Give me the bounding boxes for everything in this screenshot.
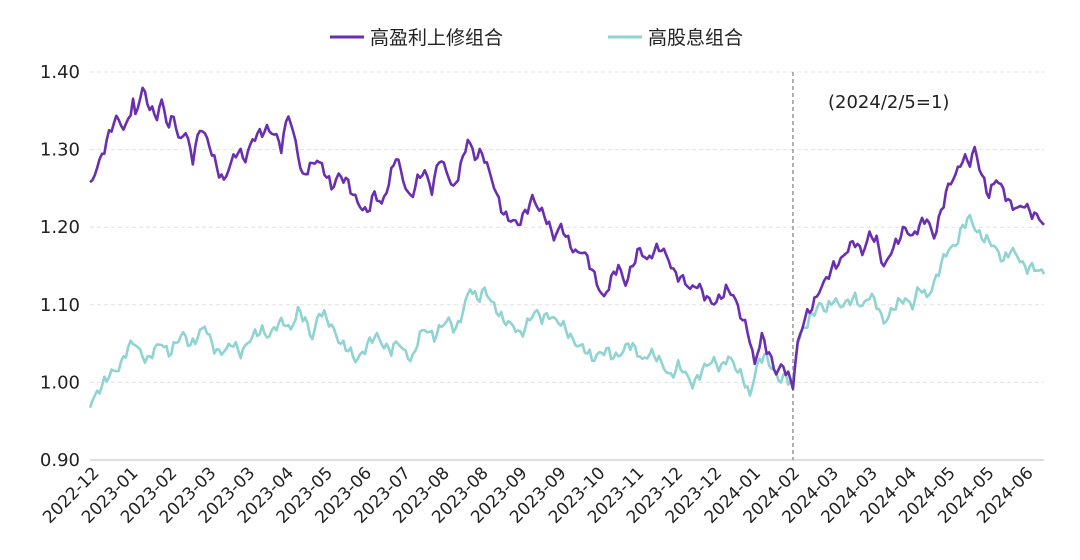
series-line-1 bbox=[88, 213, 1046, 409]
legend-label-series-0: 高盈利上修组合 bbox=[370, 27, 503, 49]
x-axis: 2022-122023-012023-022023-032023-032023-… bbox=[39, 463, 1037, 527]
series-line-0 bbox=[89, 86, 1045, 391]
legend-label-series-1: 高股息组合 bbox=[648, 27, 743, 49]
y-tick-label: 1.10 bbox=[40, 295, 80, 316]
legend: 高盈利上修组合 高股息组合 bbox=[330, 27, 743, 49]
y-axis: 0.90 1.00 1.10 1.20 1.30 1.40 bbox=[40, 62, 80, 471]
gridlines bbox=[90, 71, 1044, 461]
y-tick-label: 1.20 bbox=[40, 217, 80, 238]
y-tick-label: 1.30 bbox=[40, 140, 80, 161]
series-group bbox=[88, 86, 1046, 409]
y-tick-label: 0.90 bbox=[40, 450, 80, 471]
annotation-base-date: (2024/2/5=1) bbox=[828, 92, 949, 113]
y-tick-label: 1.40 bbox=[40, 62, 80, 83]
y-tick-label: 1.00 bbox=[40, 372, 80, 393]
